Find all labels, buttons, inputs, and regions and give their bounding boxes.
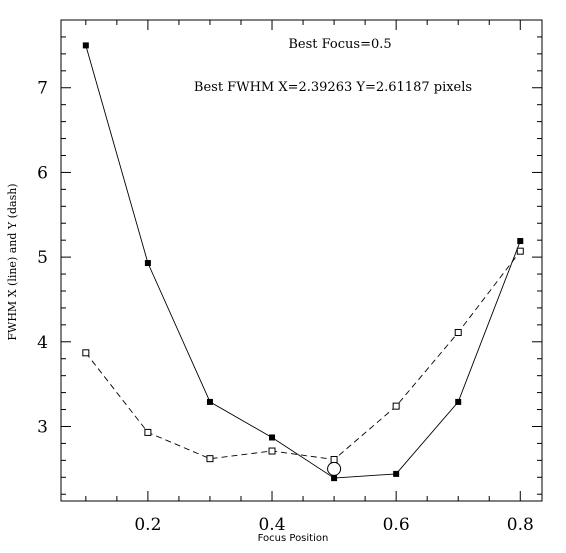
fwhm-y-line (85, 250, 521, 460)
fwhm-y-point (82, 349, 90, 357)
fwhm-y-point (454, 328, 462, 336)
axis-ticks (61, 20, 542, 501)
best-focus-marker (327, 461, 342, 476)
tick-labels: 0.2 0.4 0.6 0.8 3 4 5 6 7 (37, 79, 534, 535)
fwhm-x-line (85, 45, 521, 479)
plot-frame (60, 19, 543, 502)
annotation-best-fwhm: Best FWHM X=2.39263 Y=2.61187 pixels (194, 80, 472, 95)
fwhm-y-point (516, 247, 524, 255)
x-tick-label: 0.4 (258, 515, 285, 535)
y-tick-label: 4 (37, 333, 48, 353)
fwhm-x-point (393, 470, 400, 477)
y-axis-label: FWHM X (line) and Y (dash) (6, 183, 19, 340)
y-tick-label: 3 (37, 417, 48, 437)
y-tick-label: 5 (37, 248, 48, 268)
y-tick-label: 7 (37, 79, 48, 99)
fwhm-y-point (392, 402, 400, 410)
series-layer (82, 42, 524, 482)
fwhm-x-point (82, 42, 89, 49)
fwhm-y-point (330, 456, 338, 464)
x-tick-label: 0.6 (383, 515, 410, 535)
fwhm-x-point (144, 260, 151, 267)
fwhm-y-point (268, 447, 276, 455)
x-axis-label: Focus Position (258, 533, 329, 544)
fwhm-x-point (455, 398, 462, 405)
x-tick-label: 0.8 (507, 515, 534, 535)
x-tick-label: 0.2 (134, 515, 161, 535)
fwhm-y-point (206, 455, 214, 463)
fwhm-x-point (206, 398, 213, 405)
fwhm-x-point (269, 434, 276, 441)
fwhm-x-point (517, 238, 524, 245)
y-tick-label: 6 (37, 163, 48, 183)
annotation-best-focus: Best Focus=0.5 (288, 37, 391, 52)
fwhm-y-point (144, 428, 152, 436)
fwhm-x-point (331, 475, 338, 482)
